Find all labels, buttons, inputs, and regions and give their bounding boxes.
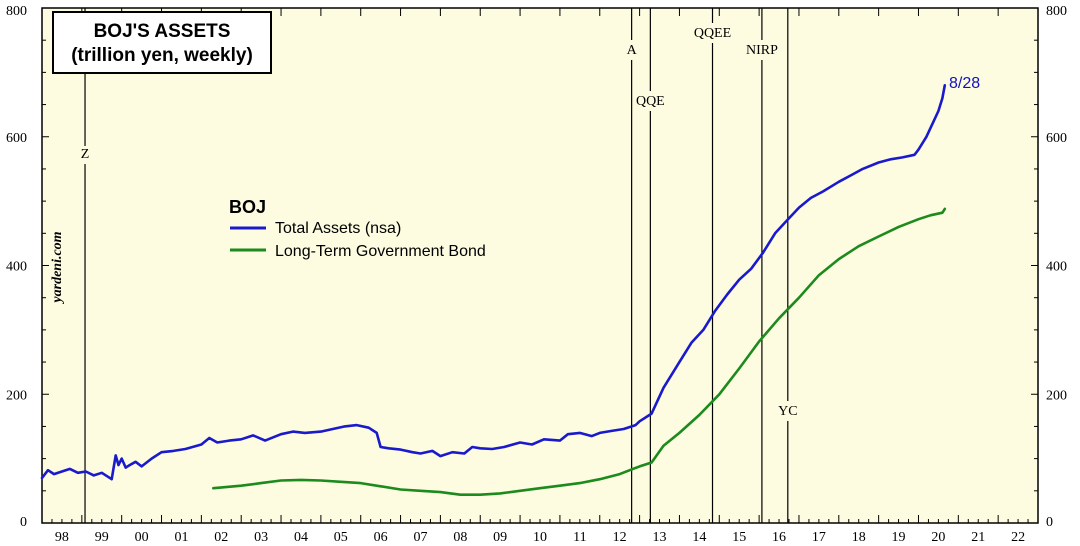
x-year-label: 14 [692, 530, 706, 545]
y-tick-label-right: 600 [1046, 131, 1067, 146]
event-label-a: A [627, 43, 638, 58]
watermark-yardeni: yardeni.com [50, 231, 65, 304]
y-tick-label-left: 0 [20, 515, 27, 530]
data-series [40, 84, 947, 497]
event-label-z: Z [81, 147, 90, 162]
end-date-label: 8/28 [949, 75, 980, 92]
x-year-label: 11 [573, 530, 586, 545]
x-year-label: 99 [95, 530, 109, 545]
legend-title: BOJ [229, 197, 266, 217]
y-tick-label-left: 800 [6, 4, 27, 19]
event-label-qqee: QQEE [694, 26, 731, 41]
x-year-label: 06 [374, 530, 388, 545]
x-year-label: 02 [214, 530, 228, 545]
event-label-nirp: NIRP [746, 43, 778, 58]
legend-label-total-assets: Total Assets (nsa) [275, 220, 401, 237]
x-year-label: 98 [55, 530, 69, 545]
x-year-label: 01 [174, 530, 188, 545]
chart-subtitle: (trillion yen, weekly) [71, 45, 253, 66]
x-year-label: 20 [931, 530, 945, 545]
y-tick-label-left: 600 [6, 131, 27, 146]
legend-label-government-bond: Long-Term Government Bond [275, 243, 486, 260]
x-year-label: 17 [812, 530, 826, 545]
chart-title: BOJ'S ASSETS [94, 21, 231, 42]
x-year-label: 05 [334, 530, 348, 545]
x-year-label: 21 [971, 530, 985, 545]
x-year-label: 10 [533, 530, 547, 545]
event-label-yc: YC [778, 404, 797, 419]
series-line-government-bond [212, 207, 947, 497]
legend: BOJ Total Assets (nsa) Long-Term Governm… [229, 197, 486, 260]
x-year-label: 08 [453, 530, 467, 545]
x-year-label: 04 [294, 530, 308, 545]
title-box: BOJ'S ASSETS (trillion yen, weekly) [52, 11, 272, 74]
x-year-label: 07 [413, 530, 427, 545]
x-year-label: 22 [1011, 530, 1025, 545]
y-tick-label-right: 800 [1046, 4, 1067, 19]
y-tick-label-right: 400 [1046, 260, 1067, 275]
x-year-label: 09 [493, 530, 507, 545]
y-tick-label-left: 400 [6, 260, 27, 275]
x-year-label: 16 [772, 530, 786, 545]
x-year-label: 00 [135, 530, 149, 545]
x-year-label: 15 [732, 530, 746, 545]
title-box-frame [52, 11, 272, 74]
x-year-label: 13 [653, 530, 667, 545]
x-year-label: 12 [613, 530, 627, 545]
x-year-label: 19 [892, 530, 906, 545]
y-tick-label-right: 0 [1046, 515, 1053, 530]
series-line-total-assets [40, 84, 947, 481]
y-tick-label-right: 200 [1046, 388, 1067, 403]
x-year-label: 18 [852, 530, 866, 545]
event-label-qqe: QQE [636, 94, 665, 109]
y-tick-label-left: 200 [6, 388, 27, 403]
plot-background [41, 7, 1039, 524]
x-year-label: 03 [254, 530, 268, 545]
